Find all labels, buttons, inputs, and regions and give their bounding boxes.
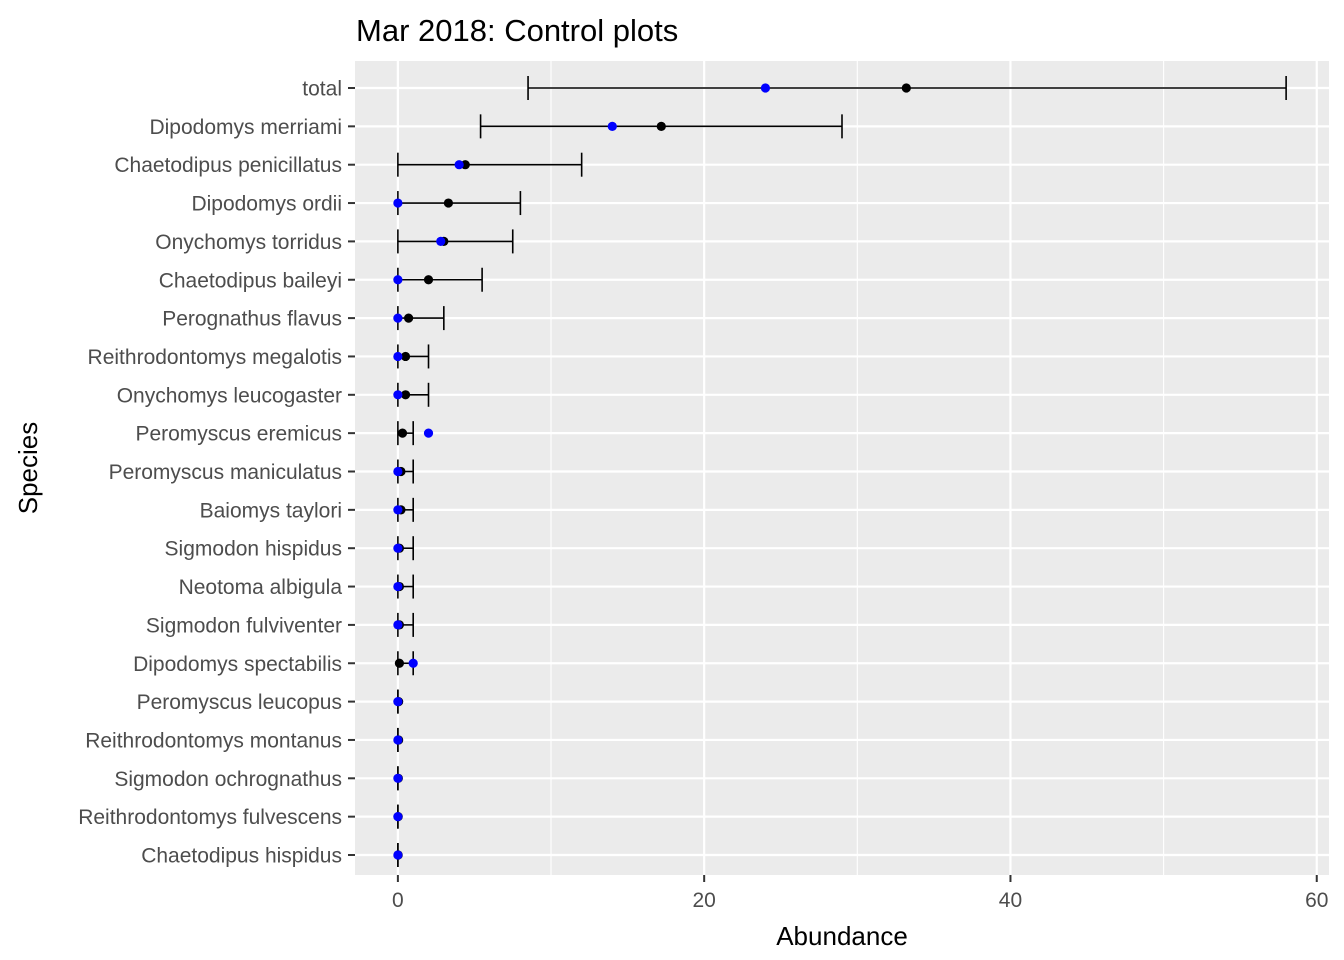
y-axis: total Dipodomys merriami Chaetodipus penic…: [78, 78, 355, 868]
observed-point: [760, 83, 771, 93]
x-tick-label: 20: [692, 889, 715, 912]
observed-point: [436, 236, 446, 246]
y-tick-label: Peromyscus eremicus: [135, 423, 342, 446]
chart-title: Mar 2018: Control plots: [356, 13, 678, 48]
estimate-point: [400, 390, 411, 400]
estimate-point: [423, 275, 434, 285]
y-tick-label: Sigmodon fulviventer: [146, 614, 342, 637]
estimate-point: [443, 198, 454, 208]
observed-point: [393, 697, 403, 707]
y-tick-label: Dipodomys ordii: [191, 193, 342, 216]
estimate-point: [397, 428, 408, 438]
observed-point: [393, 390, 403, 400]
x-tick-label: 40: [999, 889, 1022, 912]
error-bar: [397, 229, 514, 254]
observed-points: [393, 83, 771, 860]
estimate-point: [404, 313, 414, 323]
observed-point: [393, 850, 403, 860]
error-bar: [397, 152, 583, 177]
y-tick-label: Neotoma albigula: [179, 576, 343, 599]
y-tick-label: Sigmodon hispidus: [165, 538, 342, 561]
y-tick-label: Dipodomys merriami: [149, 116, 342, 139]
y-tick-label: Reithrodontomys megalotis: [88, 346, 342, 369]
y-tick-label: Onychomys torridus: [155, 231, 342, 254]
y-tick-label: Sigmodon ochrognathus: [114, 768, 342, 791]
observed-point: [393, 620, 403, 630]
y-tick-label: Chaetodipus baileyi: [159, 269, 342, 292]
x-axis: 0 20 40 60: [392, 875, 1328, 912]
y-tick-label: Perognathus flavus: [162, 308, 342, 331]
x-tick-label: 60: [1305, 889, 1328, 912]
observed-point: [408, 658, 418, 668]
x-axis-title: Abundance: [776, 921, 908, 951]
observed-point: [393, 773, 403, 783]
observed-point: [393, 735, 403, 745]
observed-point: [393, 812, 403, 822]
y-tick-label: Chaetodipus hispidus: [141, 845, 342, 868]
observed-point: [423, 428, 434, 438]
estimate-point: [656, 121, 666, 131]
y-tick-label: Peromyscus leucopus: [137, 691, 342, 714]
observed-point: [393, 351, 403, 362]
estimate-point: [901, 83, 911, 93]
x-tick-label: 0: [392, 889, 404, 912]
y-tick-label: total: [302, 78, 342, 101]
y-axis-title: Species: [13, 422, 43, 515]
estimate-point: [394, 658, 405, 668]
observed-point: [393, 198, 403, 208]
observed-point: [393, 466, 403, 477]
y-tick-label: Dipodomys spectabilis: [133, 653, 342, 676]
plot-panel: [355, 61, 1329, 875]
observed-point: [393, 543, 403, 553]
estimate-point: [400, 351, 411, 362]
major-gridlines: [355, 61, 1329, 875]
observed-point: [393, 275, 403, 285]
observed-point: [393, 313, 403, 323]
observed-point: [393, 581, 403, 592]
y-tick-label: Baiomys taylori: [200, 499, 342, 522]
y-tick-label: Peromyscus maniculatus: [109, 461, 342, 484]
observed-point: [393, 505, 403, 515]
y-tick-label: Reithrodontomys montanus: [85, 729, 342, 752]
observed-point: [454, 160, 464, 170]
observed-point: [607, 121, 617, 131]
y-tick-label: Onychomys leucogaster: [117, 384, 342, 407]
y-tick-label: Reithrodontomys fulvescens: [78, 806, 342, 829]
y-tick-label: Chaetodipus penicillatus: [114, 154, 342, 177]
